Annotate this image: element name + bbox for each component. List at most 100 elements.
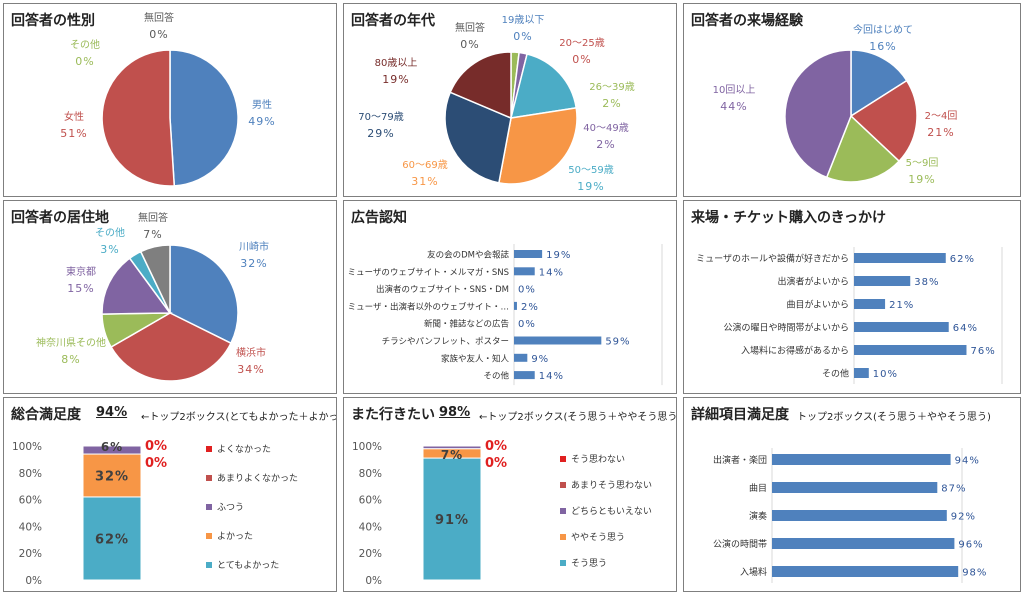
- bar-value-label: 98%: [962, 568, 987, 579]
- bar-value-label: 94%: [955, 456, 980, 467]
- segment-value-label: 91%: [435, 513, 469, 528]
- panel-detail: 詳細項目満足度 トップ2ボックス(そう思う＋ややそう思う) 出演者・楽団 94% 曲…: [683, 397, 1021, 592]
- revisit-stacked-chart: 0% 20% 40% 60% 80% 100% 91% 7% 0% 0% そう思わないあまりそう思わ…: [352, 439, 652, 587]
- slice-value-label: 0%: [460, 38, 479, 51]
- slice-value-label: 16%: [869, 40, 896, 53]
- slice-value-label: 44%: [720, 100, 747, 113]
- y-tick-label: 80%: [359, 468, 382, 480]
- slice-label: 20～25歳: [559, 37, 604, 49]
- panel-title: 来場・チケット購入のきっかけ: [691, 210, 887, 226]
- y-tick-label: 0%: [365, 575, 382, 587]
- legend-swatch: [206, 475, 212, 481]
- slice-value-label: 29%: [367, 127, 394, 140]
- bar-value-label: 59%: [605, 337, 630, 348]
- bar: [772, 482, 938, 493]
- pie-slice: [784, 49, 852, 179]
- stack-segment: [82, 445, 142, 455]
- bar-value-label: 10%: [873, 369, 898, 380]
- bar-value-label: 0%: [518, 285, 536, 296]
- slice-label: 無回答: [144, 11, 174, 24]
- top2-note: トップ2ボックス(そう思う＋ややそう思う): [797, 412, 991, 423]
- legend-label: あまりそう思わない: [571, 480, 652, 491]
- pie-slice: [849, 79, 918, 163]
- ad-bar-chart: 友の会のDMや会報誌 19% ミューザのウェブサイト・メルマガ・SNS 14% 出演者の…: [348, 244, 663, 386]
- slice-value-label: 51%: [60, 127, 87, 140]
- y-tick-label: 20%: [359, 548, 382, 560]
- bar-value-label: 21%: [889, 300, 914, 311]
- category-label: 家族や友人・知人: [441, 353, 510, 364]
- y-tick-label: 60%: [19, 495, 42, 507]
- slice-label: 今回はじめて: [853, 23, 913, 36]
- bar: [854, 368, 869, 378]
- slice-label: 女性: [64, 110, 84, 123]
- detail-bar-chart: 出演者・楽団 94% 曲目 87% 演奏 92% 公演の時間帯 96% 入場料 98%: [713, 448, 987, 583]
- category-label: 公演の時間帯: [713, 538, 767, 550]
- bar-value-label: 0%: [518, 319, 536, 330]
- y-tick-label: 20%: [19, 548, 42, 560]
- trigger-bar-chart: ミューザのホールや設備が好きだから 62% 出演者がよいから 38% 曲目がよいから 21…: [696, 247, 1003, 384]
- y-tick-label: 60%: [359, 495, 382, 507]
- segment-value-label: 0%: [485, 439, 507, 454]
- bar: [514, 250, 543, 258]
- category-label: 友の会のDMや会報誌: [427, 250, 509, 261]
- legend-swatch: [560, 456, 566, 462]
- legend-swatch: [206, 562, 212, 568]
- legend-swatch: [560, 560, 566, 566]
- category-label: 入場料: [740, 566, 767, 578]
- y-tick-label: 100%: [12, 441, 42, 453]
- legend-swatch: [560, 482, 566, 488]
- bar-value-label: 76%: [970, 346, 995, 357]
- top2-note: ←トップ2ボックス(そう思う＋ややそう思う): [479, 412, 677, 423]
- bar-value-label: 9%: [531, 354, 549, 365]
- stack-segment: [422, 445, 482, 450]
- bar: [854, 322, 949, 332]
- segment-value-label: 7%: [441, 448, 463, 462]
- slice-value-label: 31%: [411, 175, 438, 188]
- panel-title: 回答者の性別: [11, 13, 95, 29]
- category-label: 曲目がよいから: [786, 299, 849, 311]
- segment-value-label: 0%: [145, 456, 167, 471]
- pie-slice: [509, 53, 578, 119]
- pie-slice: [101, 257, 172, 315]
- bar: [772, 566, 959, 577]
- panel-title: 回答者の年代: [351, 13, 435, 29]
- slice-label: 50～59歳: [568, 164, 613, 176]
- slice-value-label: 2%: [596, 138, 615, 151]
- top2-percent: 94%: [96, 405, 128, 420]
- category-label: その他: [822, 368, 849, 380]
- bar-value-label: 87%: [941, 484, 966, 495]
- category-label: 出演者・楽団: [713, 454, 767, 466]
- pie-slice: [850, 49, 908, 118]
- legend-label: そう思わない: [571, 454, 625, 465]
- legend-swatch: [560, 508, 566, 514]
- slice-label: 26～39歳: [589, 81, 634, 93]
- bar-value-label: 14%: [539, 371, 564, 382]
- panel-title: 詳細項目満足度: [691, 407, 789, 423]
- slice-value-label: 7%: [143, 228, 162, 241]
- legend-label: よくなかった: [217, 444, 271, 455]
- bar-value-label: 2%: [521, 302, 539, 313]
- bar: [514, 301, 517, 310]
- slice-value-label: 0%: [572, 53, 591, 66]
- overall-stacked-chart: 0% 20% 40% 60% 80% 100% 62% 32% 6% 0% 0% よくなかったあまりよ…: [12, 439, 298, 587]
- category-label: その他: [483, 371, 509, 382]
- y-tick-label: 40%: [359, 521, 382, 533]
- slice-label: 2～4回: [925, 110, 958, 122]
- segment-value-label: 0%: [145, 439, 167, 454]
- slice-label: 70～79歳: [358, 111, 403, 123]
- bar: [854, 253, 946, 263]
- slice-label: 80歳以上: [375, 57, 418, 69]
- category-label: 新聞・雑誌などの広告: [424, 319, 509, 330]
- segment-value-label: 0%: [485, 456, 507, 471]
- bar: [854, 276, 911, 286]
- slice-value-label: 21%: [927, 126, 954, 139]
- panel-overall: 総合満足度 94% ←トップ2ボックス(とてもよかった＋よかった) 0% 20% 4…: [3, 397, 337, 592]
- legend-label: どちらともいえない: [571, 506, 652, 517]
- pie-slice: [449, 51, 512, 120]
- slice-value-label: 0%: [513, 30, 532, 43]
- y-tick-label: 40%: [19, 521, 42, 533]
- panel-ad: 広告認知 友の会のDMや会報誌 19% ミューザのウェブサイト・メルマガ・SNS 14…: [343, 200, 677, 394]
- category-label: ミューザ・出演者以外のウェブサイト・…: [348, 301, 509, 312]
- segment-value-label: 32%: [95, 469, 129, 484]
- slice-label: 男性: [252, 98, 272, 111]
